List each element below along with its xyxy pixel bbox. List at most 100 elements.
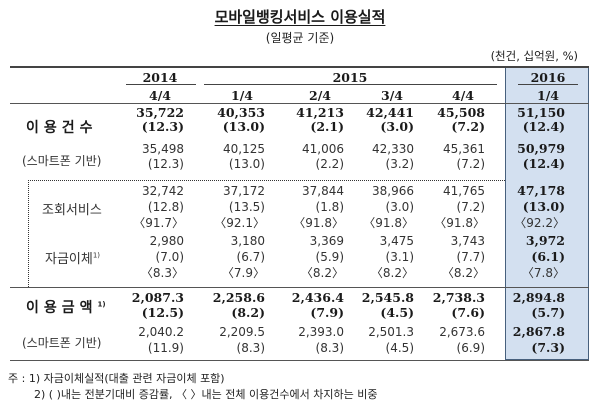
cell-inquiry-service-growth: (1.8) [315, 200, 344, 214]
cell-fund-transfer-growth: (3.1) [385, 250, 414, 264]
highlight-column-2016 [505, 66, 589, 360]
cell-fund-transfer-growth: (7.7) [456, 250, 485, 264]
cell-inquiry-service-growth: (13.5) [228, 200, 265, 214]
cell-usage-count-growth: (12.4) [522, 119, 565, 134]
cell-usage-amount-smartphone-growth: (7.3) [531, 340, 565, 355]
cell-usage-amount-smartphone-values: 2,393.0 [298, 325, 344, 339]
cell-usage-count-values: 41,213 [296, 105, 344, 120]
header-year-2015: 2015 [332, 70, 368, 85]
cell-usage-count-smartphone-growth: (12.3) [147, 157, 184, 171]
cell-usage-amount-smartphone-growth: (8.3) [236, 341, 265, 355]
cell-usage-count-smartphone-growth: (3.2) [385, 157, 414, 171]
cell-usage-amount-growth: (7.6) [451, 305, 485, 320]
cell-fund-transfer-growth: (7.0) [155, 250, 184, 264]
header-quarter: 2/4 [309, 88, 331, 103]
cell-usage-count-values: 42,441 [366, 105, 414, 120]
cell-usage-amount-smartphone-values: 2,209.5 [219, 325, 265, 339]
cell-usage-count-smartphone-growth: (7.2) [456, 157, 485, 171]
table-bottom-rule [10, 360, 589, 361]
year-2016-underline [518, 84, 578, 85]
cell-inquiry-service-growth: (12.8) [147, 200, 184, 214]
cell-fund-transfer-share: 〈8.2〉 [441, 266, 485, 280]
row-label-fund-transfer: 자금이체1) [45, 251, 101, 267]
cell-inquiry-service-share: 〈91.8〉 [434, 216, 485, 230]
cell-fund-transfer-share: 〈8.2〉 [300, 266, 344, 280]
cell-inquiry-service-share: 〈92.2〉 [514, 216, 565, 230]
row-label-usage-count-smartphone: (스마트폰 기반) [22, 154, 102, 168]
units-label: (천건, 십억원, %) [490, 49, 578, 63]
cell-usage-count-smartphone-values: 41,006 [302, 142, 344, 156]
cell-usage-count-values: 35,722 [136, 105, 184, 120]
cell-usage-amount-growth: (7.9) [310, 305, 344, 320]
cell-usage-count-smartphone-values: 40,125 [223, 142, 265, 156]
cell-inquiry-service-share: 〈91.8〉 [363, 216, 414, 230]
row-label-inquiry-service: 조회서비스 [42, 203, 102, 218]
row-label-usage-count: 이용건수 [26, 120, 98, 136]
cell-inquiry-service-values: 37,844 [302, 184, 344, 198]
cell-inquiry-service-growth: (7.2) [456, 200, 485, 214]
cell-inquiry-service-growth: (13.0) [522, 199, 565, 214]
breakdown-dotted-box [28, 180, 505, 287]
header-quarter: 1/4 [537, 88, 559, 103]
cell-inquiry-service-share: 〈91.8〉 [293, 216, 344, 230]
cell-inquiry-service-values: 47,178 [517, 183, 565, 198]
cell-usage-amount-smartphone-values: 2,673.6 [439, 325, 485, 339]
cell-inquiry-service-growth: (3.0) [385, 200, 414, 214]
cell-fund-transfer-share: 〈8.2〉 [370, 266, 414, 280]
cell-inquiry-service-values: 32,742 [142, 184, 184, 198]
year-2014-underline [126, 84, 196, 85]
footnotes: 주 : 1) 자금이체실적(대출 관련 자금이체 포함) 2) ( )내는 전분… [8, 371, 377, 403]
cell-usage-amount-smartphone-growth: (11.9) [147, 341, 184, 355]
cell-usage-amount-values: 2,258.6 [212, 290, 265, 305]
cell-fund-transfer-growth: (6.1) [531, 249, 565, 264]
cell-usage-count-values: 40,353 [217, 105, 265, 120]
cell-inquiry-service-share: 〈91.7〉 [133, 216, 184, 230]
cell-usage-amount-growth: (12.5) [141, 305, 184, 320]
cell-usage-count-smartphone-growth: (12.4) [522, 156, 565, 171]
amount-top-rule [10, 287, 589, 288]
footnote-1: 주 : 1) 자금이체실적(대출 관련 자금이체 포함) [8, 372, 225, 385]
cell-fund-transfer-growth: (6.7) [236, 250, 265, 264]
page-subtitle: (일평균 기준) [265, 31, 335, 45]
cell-fund-transfer-values: 3,475 [379, 234, 414, 248]
cell-usage-amount-growth: (5.7) [531, 305, 565, 320]
cell-usage-count-growth: (13.0) [222, 119, 265, 134]
cell-fund-transfer-share: 〈8.3〉 [140, 266, 184, 280]
cell-usage-amount-smartphone-values: 2,501.3 [368, 325, 414, 339]
cell-fund-transfer-values: 3,972 [525, 233, 565, 248]
cell-usage-count-growth: (12.3) [141, 119, 184, 134]
cell-usage-amount-values: 2,894.8 [512, 290, 565, 305]
cell-usage-amount-values: 2,738.3 [432, 290, 485, 305]
footnote-2: 2) ( )내는 전분기대비 증감률, 〈 〉내는 전체 이용건수에서 차지하는… [34, 388, 378, 401]
cell-usage-count-values: 51,150 [517, 105, 565, 120]
cell-usage-amount-values: 2,436.4 [291, 290, 344, 305]
cell-usage-amount-smartphone-growth: (6.9) [456, 341, 485, 355]
cell-usage-count-smartphone-values: 45,361 [443, 142, 485, 156]
cell-usage-amount-smartphone-values: 2,867.8 [512, 324, 565, 339]
header-bottom-rule [10, 103, 589, 104]
cell-usage-amount-smartphone-growth: (4.5) [385, 341, 414, 355]
cell-usage-count-smartphone-values: 50,979 [517, 141, 565, 156]
cell-usage-count-smartphone-values: 42,330 [372, 142, 414, 156]
cell-usage-count-values: 45,508 [437, 105, 485, 120]
cell-usage-count-smartphone-values: 35,498 [142, 142, 184, 156]
cell-usage-amount-values: 2,545.8 [361, 290, 414, 305]
cell-inquiry-service-values: 38,966 [372, 184, 414, 198]
header-year-2014: 2014 [142, 70, 178, 85]
cell-usage-count-growth: (7.2) [451, 119, 485, 134]
cell-fund-transfer-values: 3,743 [450, 234, 485, 248]
cell-fund-transfer-growth: (5.9) [315, 250, 344, 264]
cell-usage-count-growth: (3.0) [380, 119, 414, 134]
cell-usage-amount-values: 2,087.3 [131, 290, 184, 305]
cell-inquiry-service-share: 〈92.1〉 [214, 216, 265, 230]
cell-usage-count-smartphone-growth: (2.2) [315, 157, 344, 171]
page-title: 모바일뱅킹서비스 이용실적 [214, 8, 386, 26]
cell-fund-transfer-values: 3,180 [230, 234, 265, 248]
table-top-rule [10, 66, 589, 68]
header-quarter: 4/4 [452, 88, 474, 103]
cell-fund-transfer-values: 3,369 [309, 234, 344, 248]
row-label-usage-amount: 이용금액1) [26, 300, 106, 316]
cell-inquiry-service-values: 37,172 [223, 184, 265, 198]
cell-usage-amount-smartphone-growth: (8.3) [315, 341, 344, 355]
cell-usage-amount-growth: (8.2) [231, 305, 265, 320]
